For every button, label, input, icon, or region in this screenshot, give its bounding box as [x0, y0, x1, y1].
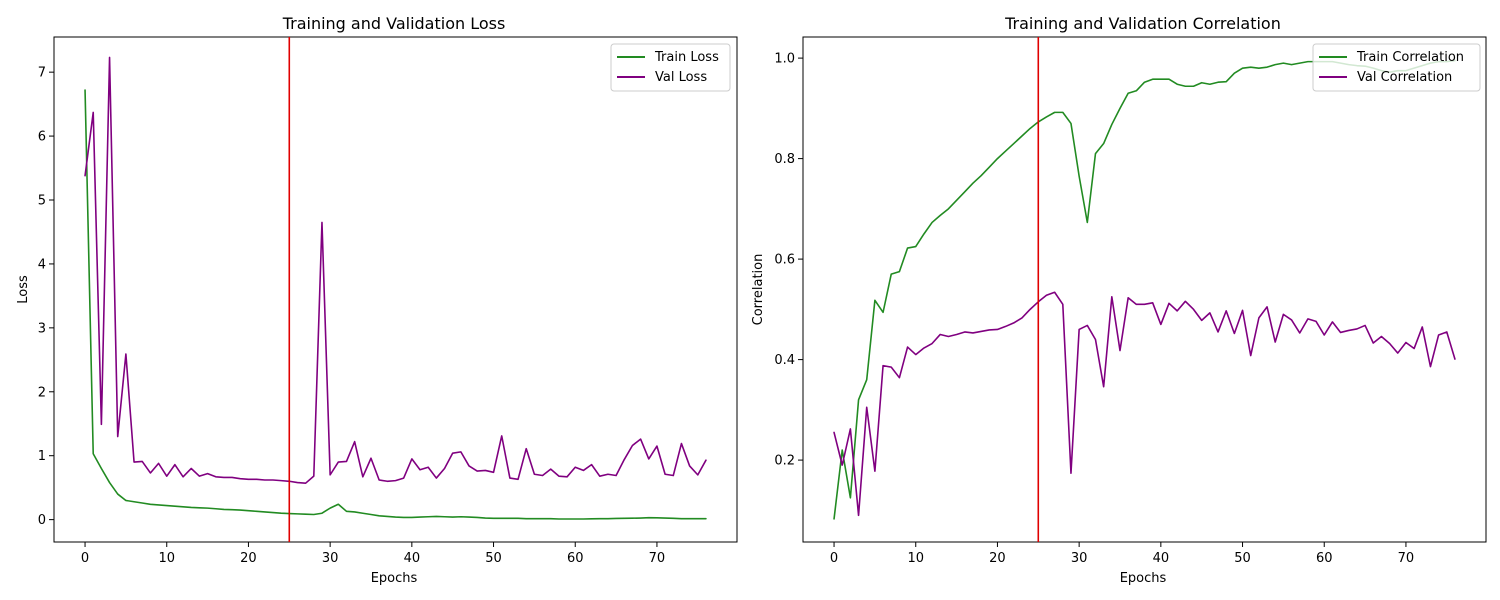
- loss-y-ticks: 0 1 2 3 4 5 6 7: [38, 66, 54, 528]
- loss-chart-title: Training and Validation Loss: [282, 14, 506, 33]
- correlation-chart-title: Training and Validation Correlation: [1004, 14, 1281, 33]
- loss-x-ticks: 0 10 20 30 40 50 60 70: [81, 542, 665, 566]
- loss-plot-area: [53, 36, 738, 543]
- loss-x-tick-label: 30: [322, 551, 339, 566]
- loss-y-tick-label: 7: [38, 66, 46, 81]
- correlation-legend-label-val: Val Correlation: [1357, 70, 1452, 85]
- correlation-chart: Training and Validation Correlation 0 10 2…: [751, 14, 1487, 586]
- loss-x-tick-label: 50: [485, 551, 502, 566]
- correlation-x-tick-label: 0: [830, 551, 838, 566]
- loss-marks: [84, 37, 707, 542]
- correlation-x-ticks: 0 10 20 30 40 50 60 70: [830, 542, 1414, 566]
- correlation-y-tick-label: 0.6: [774, 253, 795, 268]
- correlation-x-tick-label: 10: [907, 551, 924, 566]
- correlation-y-tick-label: 0.8: [774, 152, 795, 167]
- loss-y-axis-label: Loss: [16, 275, 31, 304]
- correlation-legend-box: [1312, 43, 1481, 92]
- loss-x-tick-label: 60: [567, 551, 584, 566]
- correlation-legend: Train Correlation Val Correlation: [1312, 43, 1481, 92]
- loss-legend-box: [610, 43, 731, 92]
- loss-chart: Training and Validation Loss 0 10 20 30 40 50…: [16, 14, 738, 586]
- loss-y-tick-label: 2: [38, 385, 46, 400]
- loss-y-tick-label: 0: [38, 513, 46, 528]
- correlation-legend-label-train: Train Correlation: [1356, 50, 1464, 65]
- loss-legend: Train Loss Val Loss: [610, 43, 731, 92]
- loss-x-tick-label: 40: [404, 551, 421, 566]
- loss-x-tick-label: 70: [649, 551, 666, 566]
- loss-x-tick-label: 0: [81, 551, 89, 566]
- loss-y-tick-label: 3: [38, 321, 46, 336]
- correlation-y-tick-label: 0.4: [774, 353, 795, 368]
- correlation-plot-area: [802, 36, 1487, 543]
- correlation-x-tick-label: 70: [1398, 551, 1415, 566]
- loss-x-tick-label: 10: [158, 551, 175, 566]
- correlation-x-tick-label: 30: [1071, 551, 1088, 566]
- loss-legend-label-train: Train Loss: [654, 50, 719, 65]
- loss-y-tick-label: 6: [38, 130, 46, 145]
- correlation-y-tick-label: 0.2: [774, 454, 795, 469]
- correlation-y-axis-label: Correlation: [751, 254, 766, 326]
- loss-y-tick-label: 1: [38, 449, 46, 464]
- loss-x-tick-label: 20: [240, 551, 257, 566]
- loss-y-tick-label: 5: [38, 194, 46, 209]
- correlation-x-axis-label: Epochs: [1120, 571, 1167, 586]
- loss-series-val-line: [84, 56, 707, 484]
- loss-legend-label-val: Val Loss: [655, 70, 707, 85]
- correlation-x-tick-label: 50: [1234, 551, 1251, 566]
- correlation-x-tick-label: 40: [1153, 551, 1170, 566]
- loss-y-tick-label: 4: [38, 257, 46, 272]
- correlation-x-tick-label: 60: [1316, 551, 1333, 566]
- correlation-x-tick-label: 20: [989, 551, 1006, 566]
- loss-series-train-line: [84, 89, 707, 520]
- correlation-y-ticks: 0.2 0.4 0.6 0.8 1.0: [774, 52, 803, 469]
- loss-x-axis-label: Epochs: [371, 571, 418, 586]
- correlation-y-tick-label: 1.0: [774, 52, 795, 67]
- correlation-series-val-line: [833, 291, 1456, 517]
